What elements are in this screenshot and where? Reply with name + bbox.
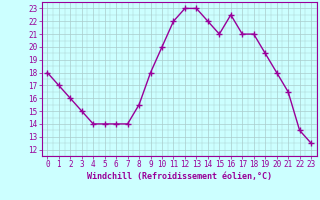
X-axis label: Windchill (Refroidissement éolien,°C): Windchill (Refroidissement éolien,°C) xyxy=(87,172,272,181)
